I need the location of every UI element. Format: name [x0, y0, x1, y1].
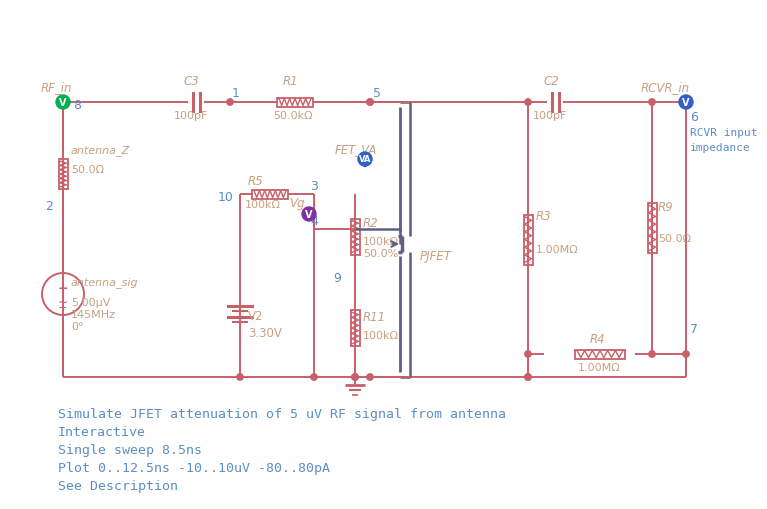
- Bar: [351, 219, 360, 255]
- Text: V: V: [683, 98, 690, 108]
- Text: V: V: [305, 210, 313, 219]
- Circle shape: [358, 153, 372, 166]
- Text: impedance: impedance: [690, 143, 751, 153]
- Circle shape: [352, 374, 358, 380]
- Text: PJFET: PJFET: [420, 249, 452, 263]
- Text: R2: R2: [363, 217, 379, 230]
- Text: C3: C3: [184, 75, 199, 88]
- Text: V2: V2: [248, 309, 264, 322]
- Circle shape: [237, 374, 243, 380]
- Text: 10: 10: [218, 191, 234, 204]
- Text: 6: 6: [690, 111, 698, 124]
- Text: 100kΩ: 100kΩ: [363, 237, 399, 247]
- Text: R3: R3: [536, 210, 551, 223]
- Circle shape: [367, 100, 374, 106]
- Text: R9: R9: [658, 201, 673, 214]
- Text: 3.30V: 3.30V: [248, 326, 282, 340]
- Text: 100kΩ: 100kΩ: [363, 330, 399, 341]
- Bar: [252, 190, 288, 199]
- Text: −: −: [58, 302, 67, 313]
- Text: 7: 7: [690, 322, 698, 335]
- Text: 100kΩ: 100kΩ: [245, 200, 281, 210]
- Text: VA: VA: [359, 155, 371, 164]
- Text: Single sweep 8.5ns: Single sweep 8.5ns: [58, 443, 202, 456]
- Circle shape: [649, 351, 655, 357]
- Text: Vg: Vg: [289, 196, 304, 210]
- Text: 4: 4: [310, 215, 318, 228]
- Text: Plot 0..12.5ns -10..10uV -80..80pA: Plot 0..12.5ns -10..10uV -80..80pA: [58, 461, 330, 474]
- Bar: [58, 160, 67, 190]
- Text: C2: C2: [543, 75, 558, 88]
- Text: FET_VA: FET_VA: [335, 143, 377, 156]
- Text: Simulate JFET attenuation of 5 uV RF signal from antenna: Simulate JFET attenuation of 5 uV RF sig…: [58, 407, 506, 420]
- Circle shape: [56, 96, 70, 110]
- Text: 2: 2: [45, 200, 53, 213]
- Text: 1.00MΩ: 1.00MΩ: [536, 245, 579, 255]
- Circle shape: [679, 96, 693, 110]
- Text: 3: 3: [310, 180, 318, 192]
- Circle shape: [649, 100, 655, 106]
- Circle shape: [367, 374, 374, 380]
- Bar: [524, 215, 532, 265]
- Text: antenna_sig: antenna_sig: [71, 276, 139, 288]
- Text: 9: 9: [333, 271, 341, 285]
- Text: 50.0kΩ: 50.0kΩ: [273, 111, 313, 121]
- Text: 50.0%: 50.0%: [363, 249, 398, 259]
- Text: RCVR input: RCVR input: [690, 128, 758, 138]
- Text: 0°: 0°: [71, 321, 84, 331]
- Circle shape: [302, 208, 316, 221]
- Text: 5: 5: [373, 87, 381, 100]
- Text: 145MHz: 145MHz: [71, 309, 116, 319]
- Bar: [277, 98, 313, 107]
- Text: V: V: [59, 98, 67, 108]
- Text: antenna_Z: antenna_Z: [71, 145, 130, 156]
- Text: 5.00μV: 5.00μV: [71, 297, 110, 307]
- Bar: [575, 350, 625, 359]
- Text: R4: R4: [590, 332, 606, 345]
- Bar: [351, 310, 360, 346]
- Text: See Description: See Description: [58, 479, 178, 492]
- Text: 1: 1: [232, 87, 240, 100]
- Text: RCVR_in: RCVR_in: [641, 81, 690, 94]
- Text: 50.0Ω: 50.0Ω: [71, 165, 104, 175]
- Circle shape: [525, 100, 532, 106]
- Text: +: +: [58, 282, 68, 295]
- Text: 100pF: 100pF: [174, 111, 209, 121]
- Circle shape: [311, 374, 318, 380]
- Circle shape: [525, 351, 532, 357]
- Circle shape: [367, 100, 374, 106]
- Circle shape: [227, 100, 233, 106]
- Text: 50.0Ω: 50.0Ω: [658, 234, 691, 243]
- Text: 1.00MΩ: 1.00MΩ: [578, 362, 621, 372]
- Circle shape: [525, 374, 532, 380]
- Text: R1: R1: [283, 75, 298, 88]
- Text: ∼: ∼: [58, 295, 68, 308]
- Text: Interactive: Interactive: [58, 425, 146, 438]
- Circle shape: [352, 374, 358, 380]
- Text: 8: 8: [73, 99, 81, 112]
- Circle shape: [683, 351, 690, 357]
- Bar: [647, 204, 657, 253]
- Text: R5: R5: [248, 175, 264, 188]
- Text: R11: R11: [363, 310, 386, 323]
- Text: RF_in: RF_in: [41, 81, 73, 94]
- Circle shape: [525, 374, 532, 380]
- Text: 100pF: 100pF: [533, 111, 568, 121]
